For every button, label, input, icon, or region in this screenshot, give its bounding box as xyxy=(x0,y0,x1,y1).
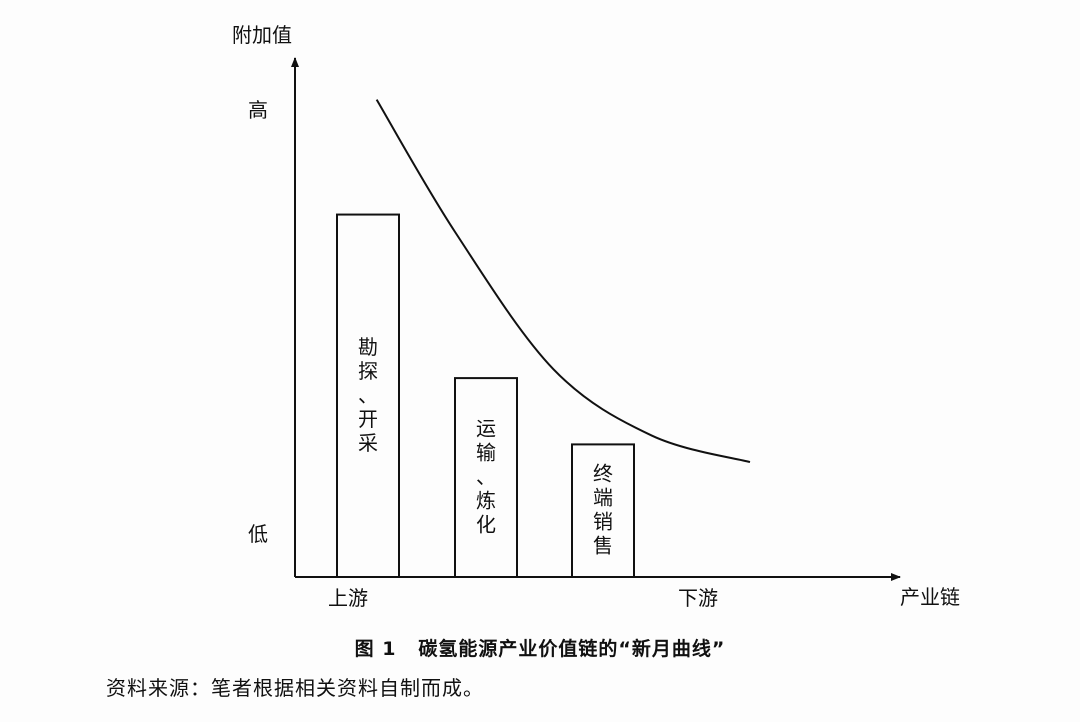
bar-label-2: 运输、炼化 xyxy=(476,417,496,537)
bar-label-1: 勘探、开采 xyxy=(358,335,378,455)
crescent-curve xyxy=(375,99,751,464)
bar-3 xyxy=(571,443,635,578)
x-tick-upstream: 上游 xyxy=(328,586,368,610)
caption-number: 图 1 xyxy=(354,638,397,660)
caption-text: 碳氢能源产业价值链的“新月曲线” xyxy=(418,638,726,660)
x-axis-label: 产业链 xyxy=(900,585,960,609)
figure-caption: 图 1 碳氢能源产业价值链的“新月曲线” xyxy=(0,634,1080,661)
x-tick-downstream: 下游 xyxy=(678,586,718,610)
bar-label-3: 终端销售 xyxy=(593,462,613,558)
y-tick-high: 高 xyxy=(248,98,268,122)
bars xyxy=(336,213,635,578)
bar-2 xyxy=(454,377,518,578)
source-note: 资料来源：笔者根据相关资料自制而成。 xyxy=(106,676,484,700)
bar-1 xyxy=(336,213,400,578)
y-axis-label: 附加值 xyxy=(232,23,292,47)
y-tick-low: 低 xyxy=(248,522,268,546)
